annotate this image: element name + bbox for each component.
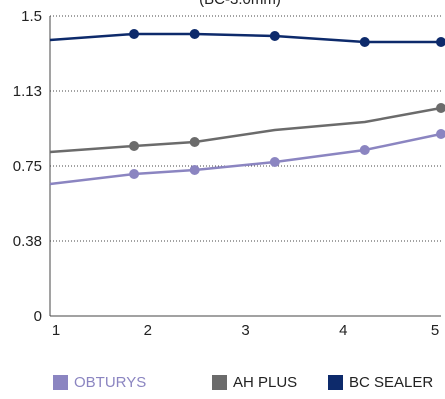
data-point-bc-sealer (436, 37, 445, 47)
series-line-bc-sealer (49, 32, 441, 44)
data-point-obturys (269, 157, 280, 167)
x-tick-labels: 1 2 3 4 5 (52, 322, 439, 339)
data-point-ah-plus (129, 141, 140, 151)
y-tick-label: 1.13 (13, 83, 42, 100)
data-point-obturys (359, 145, 370, 155)
legend-label-ah-plus: AH PLUS (233, 374, 298, 391)
y-tick-labels: 0 0.38 0.75 1.13 1.5 (13, 8, 42, 325)
data-point-obturys (189, 165, 200, 175)
data-point-bc-sealer (189, 29, 200, 39)
data-point-bc-sealer (269, 31, 280, 41)
series-line-obturys (49, 132, 442, 186)
y-tick-label: 0.38 (13, 233, 42, 250)
series-group (49, 29, 445, 186)
legend: OBTURYS AH PLUS BC SEALER (0, 374, 445, 396)
data-point-obturys (436, 129, 445, 139)
y-tick-label: 0 (34, 308, 42, 325)
legend-swatch-ah-plus (212, 375, 227, 390)
x-tick-label: 3 (241, 322, 249, 339)
legend-item-ah-plus: AH PLUS (212, 374, 297, 391)
series-line-ah-plus (49, 106, 442, 154)
axes (49, 16, 441, 317)
data-point-bc-sealer (129, 29, 140, 39)
legend-item-bc-sealer: BC SEALER (328, 374, 433, 391)
legend-label-obturys: OBTURYS (74, 374, 147, 391)
data-point-ah-plus (436, 103, 445, 113)
data-point-ah-plus (189, 137, 200, 147)
legend-label-bc-sealer: BC SEALER (349, 374, 434, 391)
x-tick-label: 1 (52, 322, 60, 339)
chart-title: (BC-3.0mm) (199, 0, 281, 8)
data-point-obturys (129, 169, 140, 179)
legend-swatch-bc-sealer (328, 375, 343, 390)
legend-swatch-obturys (53, 375, 68, 390)
y-tick-label: 0.75 (13, 158, 42, 175)
x-tick-label: 5 (431, 322, 439, 339)
x-tick-label: 2 (144, 322, 152, 339)
x-tick-label: 4 (339, 322, 347, 339)
y-tick-label: 1.5 (21, 8, 42, 25)
legend-item-obturys: OBTURYS (53, 374, 146, 391)
grid-lines (50, 15, 441, 242)
data-point-bc-sealer (359, 37, 370, 47)
